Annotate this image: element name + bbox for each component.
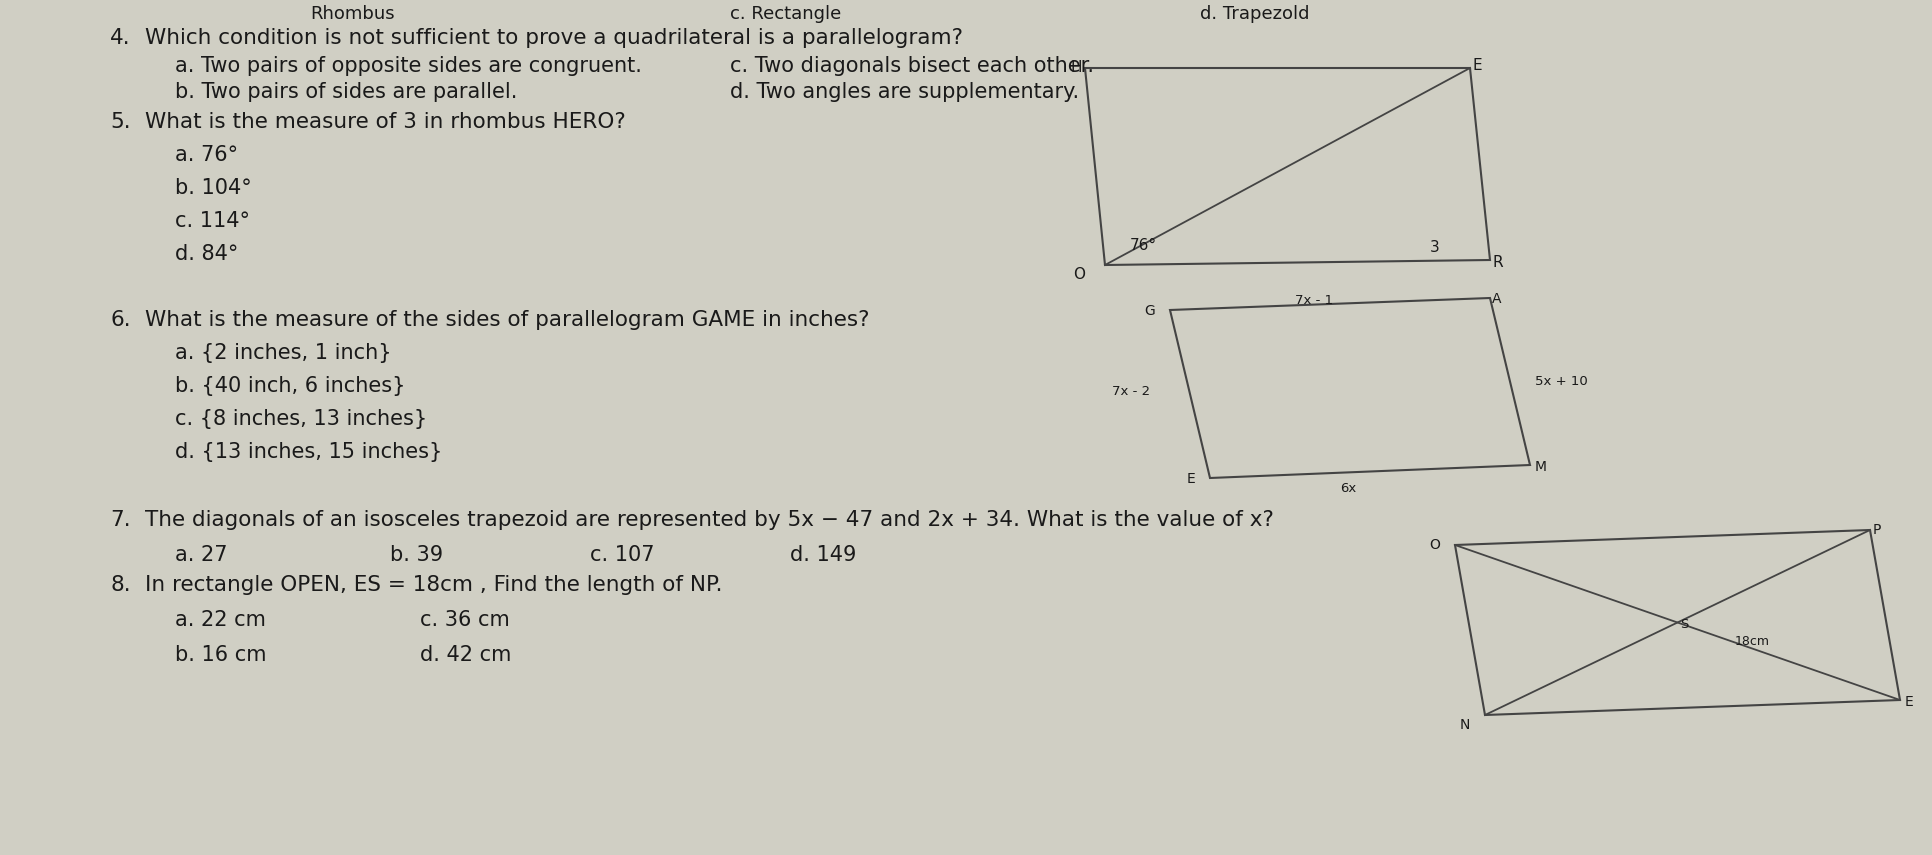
Text: Rhombus: Rhombus (309, 5, 394, 23)
Text: 4.: 4. (110, 28, 131, 48)
Text: c. Two diagonals bisect each other.: c. Two diagonals bisect each other. (730, 56, 1094, 76)
Text: G: G (1144, 304, 1155, 318)
Text: b. Two pairs of sides are parallel.: b. Two pairs of sides are parallel. (176, 82, 518, 102)
Text: M: M (1536, 460, 1548, 474)
Text: 7.: 7. (110, 510, 131, 530)
Text: b. 39: b. 39 (390, 545, 442, 565)
Text: b. 16 cm: b. 16 cm (176, 645, 267, 665)
Text: c. Rectangle: c. Rectangle (730, 5, 840, 23)
Text: a. 22 cm: a. 22 cm (176, 610, 267, 630)
Text: b. {40 inch, 6 inches}: b. {40 inch, 6 inches} (176, 376, 406, 396)
Text: d. {13 inches, 15 inches}: d. {13 inches, 15 inches} (176, 442, 442, 462)
Text: 5x + 10: 5x + 10 (1536, 375, 1588, 388)
Text: Which condition is not sufficient to prove a quadrilateral is a parallelogram?: Which condition is not sufficient to pro… (145, 28, 962, 48)
Text: a. 76°: a. 76° (176, 145, 238, 165)
Text: 7x - 2: 7x - 2 (1113, 385, 1150, 398)
Text: a. Two pairs of opposite sides are congruent.: a. Two pairs of opposite sides are congr… (176, 56, 641, 76)
Text: c. {8 inches, 13 inches}: c. {8 inches, 13 inches} (176, 409, 427, 429)
Text: S: S (1681, 618, 1689, 631)
Text: O: O (1072, 267, 1086, 282)
Text: P: P (1872, 523, 1882, 537)
Text: d. 84°: d. 84° (176, 244, 238, 264)
Text: 18cm: 18cm (1735, 635, 1770, 648)
Text: E: E (1472, 58, 1482, 73)
Text: O: O (1430, 538, 1439, 552)
Text: d. 42 cm: d. 42 cm (419, 645, 512, 665)
Text: b. 104°: b. 104° (176, 178, 251, 198)
Text: E: E (1186, 472, 1196, 486)
Text: 6.: 6. (110, 310, 131, 330)
Text: 76°: 76° (1130, 238, 1157, 253)
Text: What is the measure of 3 in rhombus HERO?: What is the measure of 3 in rhombus HERO… (145, 112, 626, 132)
Text: d. Two angles are supplementary.: d. Two angles are supplementary. (730, 82, 1080, 102)
Text: c. 107: c. 107 (589, 545, 655, 565)
Text: d. 149: d. 149 (790, 545, 856, 565)
Text: In rectangle OPEN, ES = 18cm , Find the length of NP.: In rectangle OPEN, ES = 18cm , Find the … (145, 575, 723, 595)
Text: a. {2 inches, 1 inch}: a. {2 inches, 1 inch} (176, 343, 392, 363)
Text: What is the measure of the sides of parallelogram GAME in inches?: What is the measure of the sides of para… (145, 310, 869, 330)
Text: H: H (1070, 60, 1082, 75)
Text: 5.: 5. (110, 112, 131, 132)
Text: 7x - 1: 7x - 1 (1294, 294, 1333, 307)
Text: The diagonals of an isosceles trapezoid are represented by 5x − 47 and 2x + 34. : The diagonals of an isosceles trapezoid … (145, 510, 1273, 530)
Text: 8.: 8. (110, 575, 131, 595)
Text: N: N (1459, 718, 1470, 732)
Text: c. 114°: c. 114° (176, 211, 249, 231)
Text: c. 36 cm: c. 36 cm (419, 610, 510, 630)
Text: A: A (1492, 292, 1501, 306)
Text: 6x: 6x (1341, 482, 1356, 495)
Text: E: E (1905, 695, 1915, 709)
Text: 3: 3 (1430, 240, 1439, 255)
Text: R: R (1492, 255, 1503, 270)
Text: a. 27: a. 27 (176, 545, 228, 565)
Text: d. Trapezold: d. Trapezold (1200, 5, 1310, 23)
